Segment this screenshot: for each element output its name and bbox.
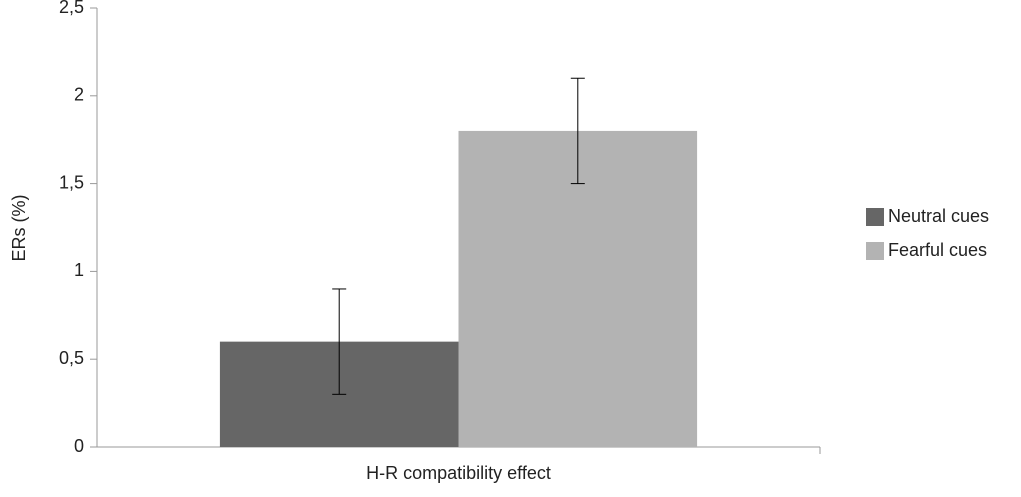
y-tick-label: 1,5 [59, 172, 84, 192]
legend-swatch [866, 208, 884, 226]
y-tick-label: 1 [74, 260, 84, 280]
y-axis-label: ERs (%) [9, 195, 29, 262]
legend-label: Fearful cues [888, 240, 987, 260]
y-tick-label: 2 [74, 85, 84, 105]
y-tick-label: 2,5 [59, 0, 84, 17]
legend-swatch [866, 242, 884, 260]
y-tick-label: 0,5 [59, 348, 84, 368]
y-tick-label: 0 [74, 436, 84, 456]
x-tick-label: H-R compatibility effect [366, 463, 551, 483]
legend-label: Neutral cues [888, 206, 989, 226]
